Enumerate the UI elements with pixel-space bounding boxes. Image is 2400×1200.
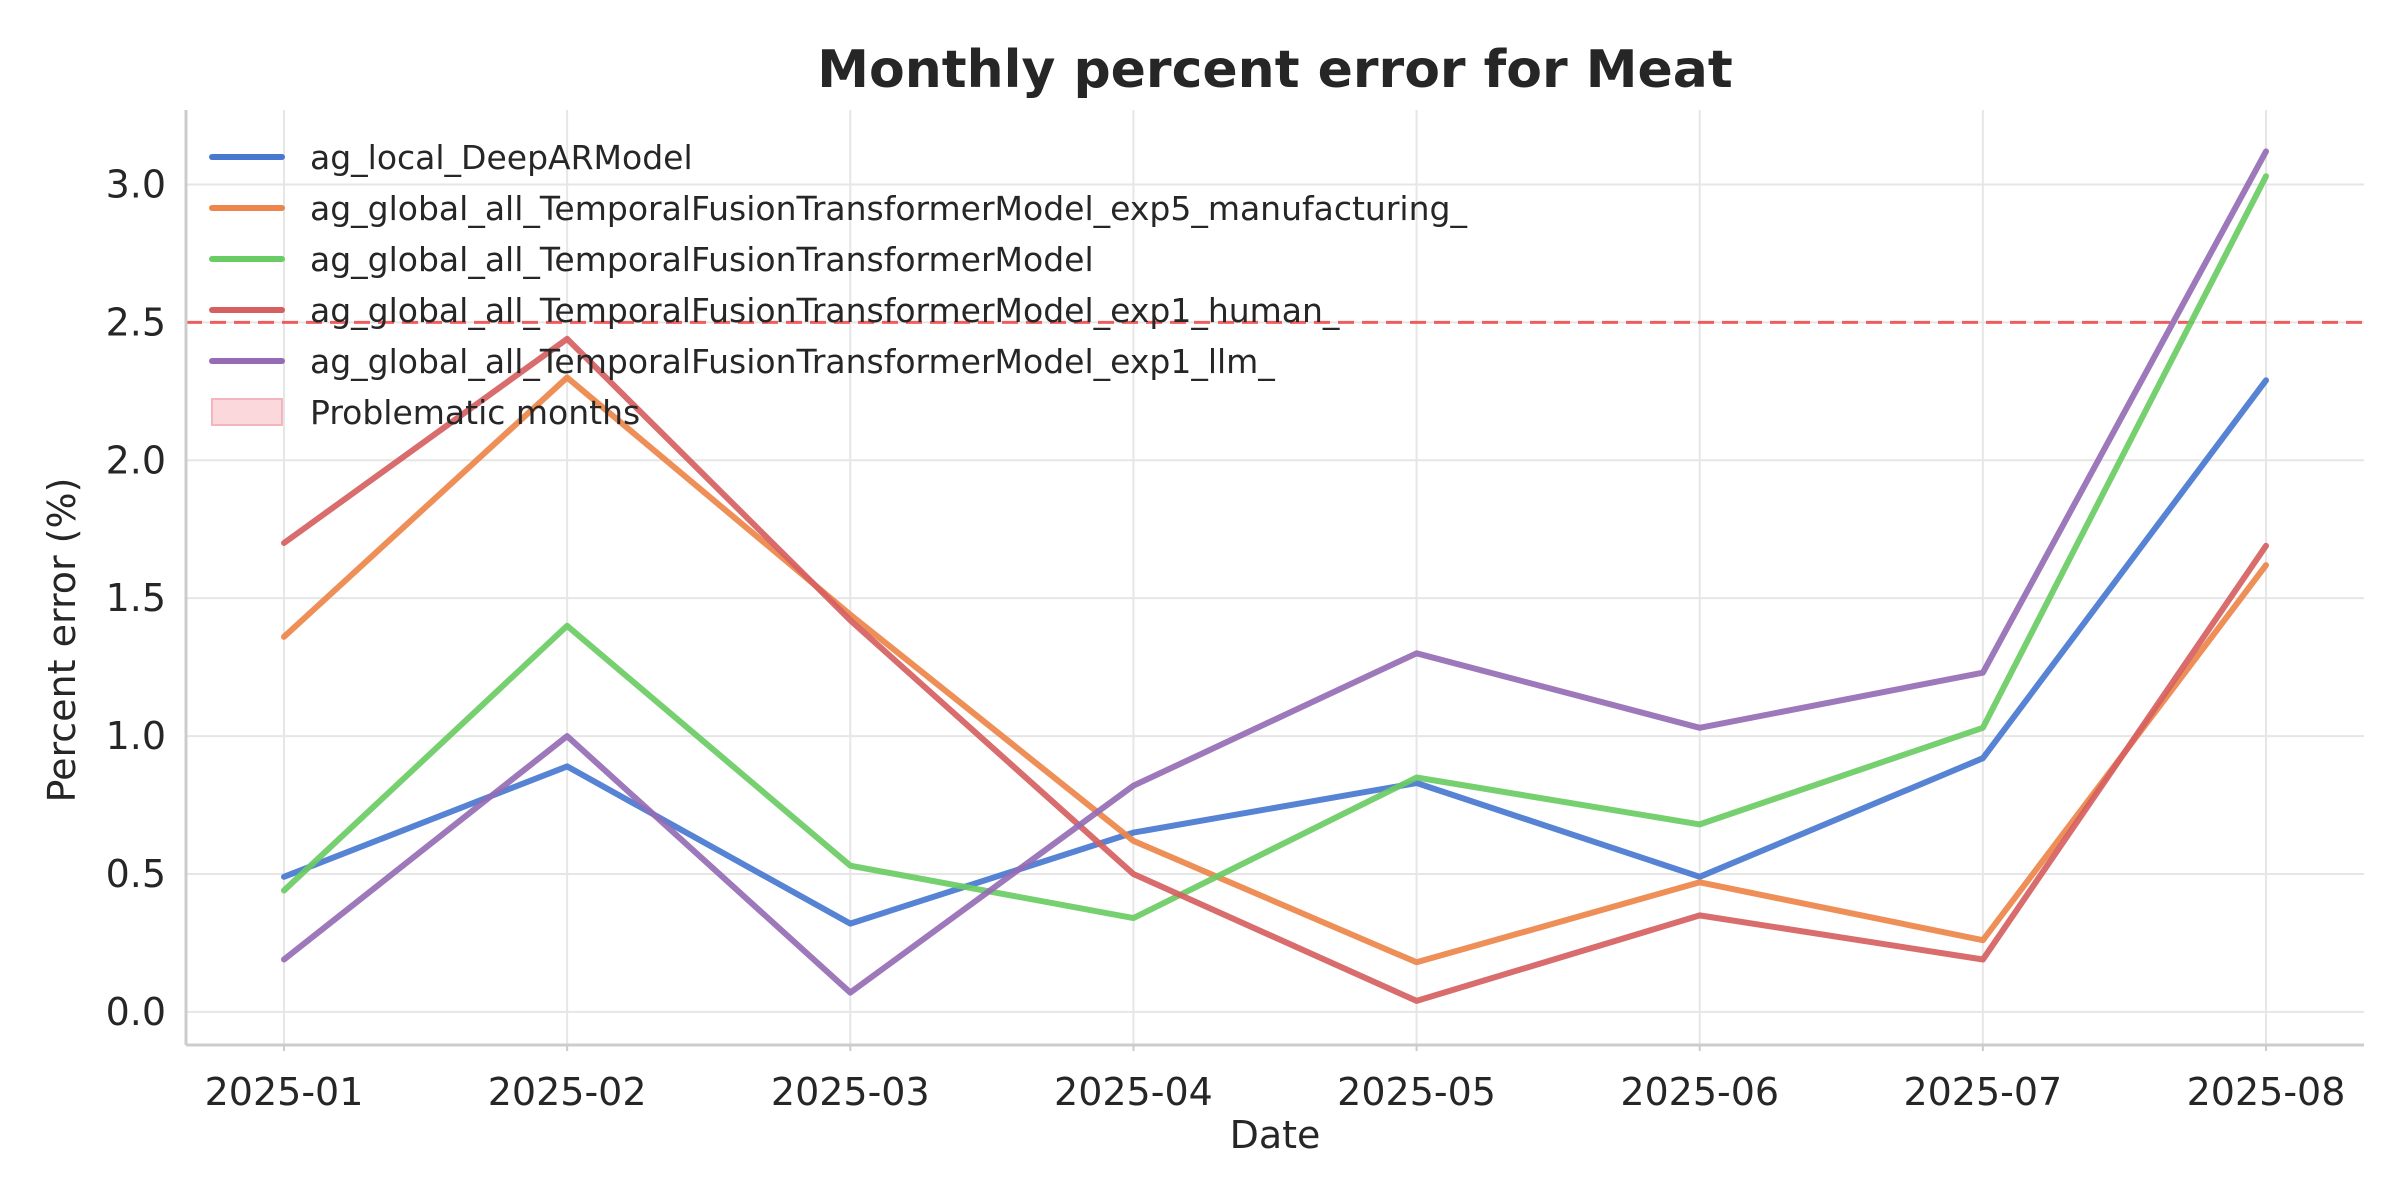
x-tick-label: 2025-02	[488, 1070, 647, 1114]
legend-swatch-problematic	[211, 398, 283, 426]
x-tick-label: 2025-07	[1903, 1070, 2062, 1114]
legend-label-1: ag_local_DeepARModel	[310, 138, 693, 177]
x-tick-label: 2025-05	[1337, 1070, 1496, 1114]
series-line-1	[281, 377, 2269, 927]
series-line-5	[281, 148, 2269, 996]
y-tick-label: 2.5	[106, 300, 166, 344]
legend-label-problematic: Problematic months	[310, 393, 640, 432]
y-tick-label: 1.5	[106, 576, 166, 620]
y-tick-label: 1.0	[106, 714, 166, 758]
legend-label-5: ag_global_all_TemporalFusionTransformerM…	[310, 342, 1275, 381]
chart-title: Monthly percent error for Meat	[817, 40, 1732, 100]
series-line-2	[281, 374, 2269, 966]
series-line-3	[281, 173, 2269, 922]
x-tick-label: 2025-03	[771, 1070, 930, 1114]
y-tick-label: 0.0	[106, 990, 166, 1034]
legend: ag_local_DeepARModel ag_global_all_Tempor…	[209, 138, 1467, 432]
x-tick-label: 2025-04	[1054, 1070, 1213, 1114]
y-tick-label: 2.0	[106, 438, 166, 482]
y-tick-label: 0.5	[106, 852, 166, 896]
x-tick-label: 2025-06	[1620, 1070, 1779, 1114]
x-axis-label: Date	[1230, 1113, 1321, 1157]
y-tick-label: 3.0	[106, 162, 166, 206]
x-tick-label: 2025-01	[205, 1070, 364, 1114]
legend-label-3: ag_global_all_TemporalFusionTransformerM…	[310, 240, 1094, 279]
legend-label-4: ag_global_all_TemporalFusionTransformerM…	[310, 291, 1340, 330]
series-line-4	[281, 335, 2269, 1004]
x-tick-label: 2025-08	[2187, 1070, 2346, 1114]
legend-label-2: ag_global_all_TemporalFusionTransformerM…	[310, 189, 1467, 228]
y-axis-label: Percent error (%)	[40, 478, 84, 803]
series-layer	[281, 148, 2269, 1004]
axes: 0.0 0.5 1.0 1.5 2.0 2.5 3.0 2025-01 2025-02 2025-…	[106, 110, 2364, 1114]
